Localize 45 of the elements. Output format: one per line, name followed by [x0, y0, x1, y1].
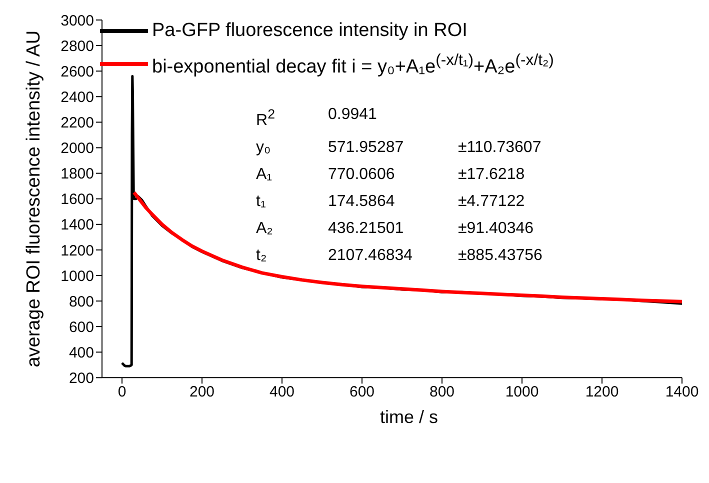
y-tick-label: 2600: [60, 63, 94, 80]
annotation: ±91.40346: [458, 220, 534, 238]
annotation: ±110.73607: [458, 139, 542, 156]
annotation: t₂: [256, 247, 267, 264]
y-tick-label: 400: [68, 344, 94, 362]
x-tick-label: 1400: [665, 383, 699, 400]
x-tick-label: 600: [349, 383, 375, 400]
y-tick-label: 1600: [60, 191, 94, 208]
annotation: A₁: [256, 166, 272, 184]
y-tick-label: 800: [68, 293, 94, 310]
x-axis-title: time / s: [380, 407, 438, 428]
annotation: 571.95287: [328, 139, 404, 156]
x-tick-label: 1000: [505, 383, 539, 400]
y-tick-label: 1400: [60, 216, 94, 234]
y-tick-label: 1000: [60, 268, 94, 285]
annotation: 770.0606: [328, 166, 395, 184]
x-tick-label: 400: [269, 383, 295, 400]
y-tick-label: 600: [68, 318, 94, 336]
y-tick-label: 1200: [60, 242, 94, 260]
line-series: [132, 190, 682, 304]
annotation: R$^{2}$: [256, 107, 275, 130]
y-tick-label: 200: [68, 370, 94, 387]
annotation: 2107.46834: [328, 247, 413, 264]
legend-label: bi-exponential decay fit i = y₀+A₁e$^{(-x/t₁)}$+A₂e$^{(-x/t₂)}$: [152, 51, 554, 80]
y-axis-title: average ROI fluorescence intensity / AU: [24, 30, 44, 368]
y-tick-label: 2800: [60, 38, 94, 55]
annotation: ±17.6218: [458, 166, 525, 184]
annotation: ±4.77122: [458, 193, 525, 210]
x-tick-label: 200: [189, 383, 215, 400]
y-tick-label: 2200: [60, 114, 94, 132]
annotation: 174.5864: [328, 193, 395, 210]
y-tick-label: 2400: [60, 88, 94, 106]
annotation: y₀: [256, 139, 271, 156]
x-tick-label: 800: [429, 383, 455, 400]
annotation: 436.21501: [328, 220, 404, 238]
x-tick-label: 1200: [585, 383, 619, 400]
y-tick-label: 2000: [60, 140, 94, 158]
y-tick-label: 3000: [60, 12, 94, 30]
annotation: A₂: [256, 220, 273, 238]
annotation: t₁: [256, 193, 266, 210]
annotation: ±885.43756: [458, 247, 542, 264]
annotation: 0.9941: [328, 106, 377, 123]
legend-label: Pa-GFP fluorescence intensity in ROI: [152, 19, 468, 43]
x-tick-label: 0: [118, 383, 126, 400]
y-tick-label: 1800: [60, 166, 94, 183]
